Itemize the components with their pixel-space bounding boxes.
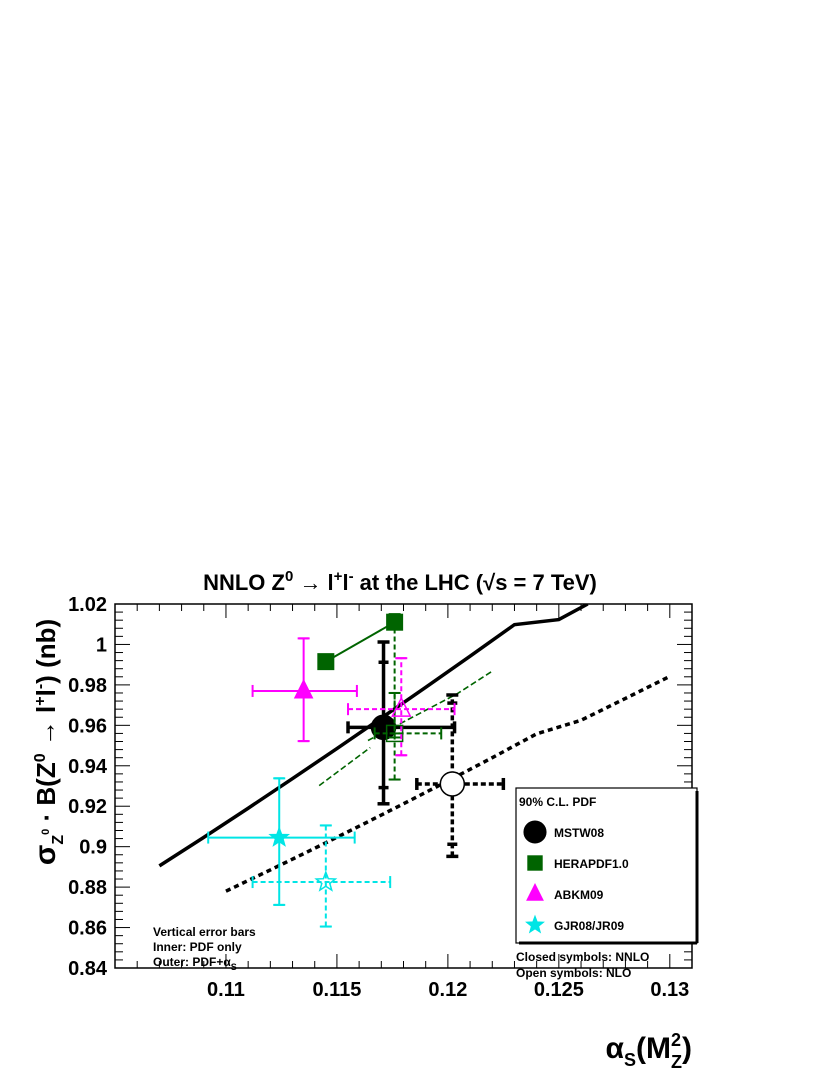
- legend: 90% C.L. PDF MSTW08 HERAPDF1.0 ABKM09 GJR08/…: [515, 787, 699, 945]
- data-point-mstw08-nlo: [415, 693, 506, 859]
- note-right-line: Closed symbols: NNLO: [516, 950, 649, 964]
- marker-square: [386, 613, 404, 631]
- marker-square: [385, 724, 404, 743]
- legend-entry-label: GJR08/JR09: [554, 919, 624, 933]
- y-axis-label: σZ0 · B(Z0 → l+l-) (nb): [29, 619, 67, 865]
- legend-entry-label: ABKM09: [554, 888, 604, 902]
- marker-square: [527, 855, 543, 871]
- y-tick-label: 0.86: [68, 918, 107, 940]
- y-tick-label: 0.92: [68, 796, 107, 818]
- y-tick-label: 0.9: [79, 837, 107, 859]
- y-tick-label: 0.94: [68, 756, 108, 778]
- chart-title: NNLO Z0 → l+l- at the LHC (√s = 7 TeV): [203, 568, 597, 595]
- marker-circle: [439, 771, 466, 797]
- data-point-gjr08-jr09-nnlo: [207, 777, 356, 906]
- legend-entry-label: MSTW08: [554, 826, 604, 840]
- marker-square: [317, 653, 335, 671]
- curve-hera-connector: [325, 621, 396, 663]
- legend-title: 90% C.L. PDF: [519, 795, 596, 809]
- note-left-line: Vertical error bars: [153, 925, 256, 939]
- svg-text:σZ0 · B(Z0 → l+l-) (nb): σZ0 · B(Z0 → l+l-) (nb): [29, 619, 67, 865]
- y-tick-label: 0.84: [68, 958, 108, 980]
- x-axis-label: αS(M2 Z): [606, 1030, 692, 1072]
- plot-area: 0.11 0.115 0.12 0.125 0.13 0.84 0.86 0.88 0.9 0.9…: [68, 594, 699, 1001]
- note-left-line: Outer: PDF+αS: [153, 955, 237, 972]
- y-tick-label: 0.88: [68, 877, 107, 899]
- data-point-abkm09-nnlo: [251, 637, 358, 743]
- data-point-herapdf1-0-nlo: [373, 691, 443, 781]
- svg-text:αS(M2Z): αS(M2 Z): [606, 1030, 692, 1072]
- legend-box: [515, 787, 698, 944]
- x-tick-label: 0.125: [534, 979, 584, 1001]
- marker-triangle: [526, 882, 544, 901]
- data-point-herapdf1-0-nnlo: [317, 653, 335, 671]
- legend-entry-label: HERAPDF1.0: [554, 857, 629, 871]
- marker-star: [525, 914, 545, 934]
- marker-triangle: [391, 696, 412, 717]
- marker-star: [268, 826, 291, 847]
- y-tick-label: 0.98: [68, 675, 107, 697]
- note-right-line: Open symbols: NLO: [516, 966, 631, 980]
- data-point-abkm09-nlo: [347, 657, 456, 757]
- plot-content: [158, 604, 671, 928]
- y-tick-label: 1: [96, 634, 107, 656]
- x-tick-label: 0.115: [312, 979, 361, 1001]
- note-left-line: Inner: PDF only: [153, 940, 242, 954]
- marker-triangle: [293, 678, 314, 699]
- marker-circle: [523, 820, 547, 844]
- y-tick-label: 1.02: [68, 594, 107, 616]
- x-tick-label: 0.11: [207, 979, 245, 1001]
- marker-star: [314, 869, 338, 892]
- data-point-gjr08-jr09-nlo: [251, 824, 392, 928]
- data-point-herapdf1-0-nnlo: [386, 613, 404, 739]
- x-tick-label: 0.13: [650, 979, 689, 1001]
- y-tick-label: 0.96: [68, 715, 107, 737]
- curve-hera-nlo-band: [318, 746, 371, 787]
- x-tick-label: 0.12: [428, 979, 467, 1001]
